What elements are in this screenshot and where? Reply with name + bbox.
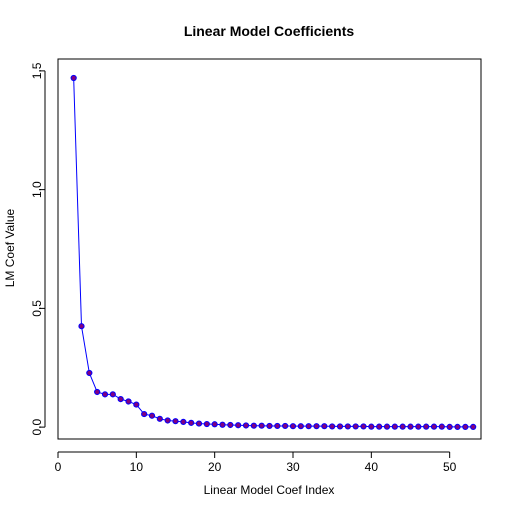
data-point — [297, 423, 304, 430]
data-point — [454, 423, 461, 430]
data-point — [195, 420, 203, 427]
data-point — [407, 423, 414, 430]
data-point — [415, 423, 422, 430]
data-point — [383, 423, 391, 430]
data-point — [109, 391, 116, 398]
data-point — [321, 423, 328, 430]
data-point — [188, 419, 195, 426]
data-point — [86, 369, 93, 377]
plot-area — [57, 58, 482, 440]
data-point — [125, 398, 132, 405]
data-point — [360, 423, 367, 430]
data-point — [274, 422, 281, 430]
data-point — [336, 423, 344, 430]
data-point — [235, 422, 242, 429]
x-tick-label: 40 — [365, 460, 379, 474]
x-tick-label: 20 — [208, 460, 222, 474]
data-point — [376, 423, 383, 430]
data-point — [344, 423, 351, 430]
data-point — [462, 423, 469, 430]
data-point — [258, 422, 265, 429]
y-tick-label: 0.5 — [30, 300, 44, 317]
data-point — [164, 417, 171, 424]
data-point — [391, 423, 398, 430]
data-point — [399, 423, 406, 430]
data-point — [242, 422, 250, 429]
data-point — [203, 420, 210, 428]
data-point — [148, 412, 156, 419]
y-axis-label: LM Coef Value — [3, 208, 17, 287]
data-point — [313, 423, 320, 430]
data-point — [438, 423, 445, 430]
data-point — [156, 415, 163, 422]
data-point — [266, 422, 273, 430]
data-point — [172, 418, 179, 425]
series-line — [73, 77, 474, 428]
data-point — [70, 74, 77, 82]
data-point — [352, 423, 359, 430]
data-point — [305, 423, 312, 430]
series-layer — [70, 74, 477, 430]
data-point — [446, 423, 453, 430]
data-point — [227, 421, 234, 429]
data-point — [430, 423, 438, 430]
x-axis-label: Linear Model Coef Index — [204, 483, 335, 497]
x-tick-label: 50 — [443, 460, 457, 474]
chart-title: Linear Model Coefficients — [184, 23, 355, 39]
y-tick-label: 0.0 — [30, 418, 44, 435]
data-point — [141, 410, 148, 418]
data-point — [211, 421, 218, 428]
data-point — [94, 388, 101, 396]
data-point — [250, 422, 257, 429]
data-point — [368, 423, 375, 430]
x-tick-label: 10 — [130, 460, 144, 474]
data-point — [329, 423, 336, 430]
x-axis: 0 10 20 30 40 50 — [55, 451, 457, 474]
data-point — [133, 401, 140, 408]
y-axis: 0.0 0.5 1.0 1.5 — [30, 62, 46, 435]
y-tick-label: 1.5 — [30, 62, 44, 79]
y-tick-label: 1.0 — [30, 181, 44, 198]
data-point — [423, 423, 430, 430]
data-point — [219, 421, 226, 428]
data-point — [289, 423, 297, 430]
data-point — [117, 396, 124, 403]
data-point — [470, 423, 477, 430]
data-point — [78, 323, 85, 330]
x-tick-label: 30 — [286, 460, 300, 474]
x-tick-label: 0 — [55, 460, 62, 474]
data-point — [180, 418, 187, 425]
data-point — [282, 422, 289, 430]
data-point — [101, 391, 109, 398]
